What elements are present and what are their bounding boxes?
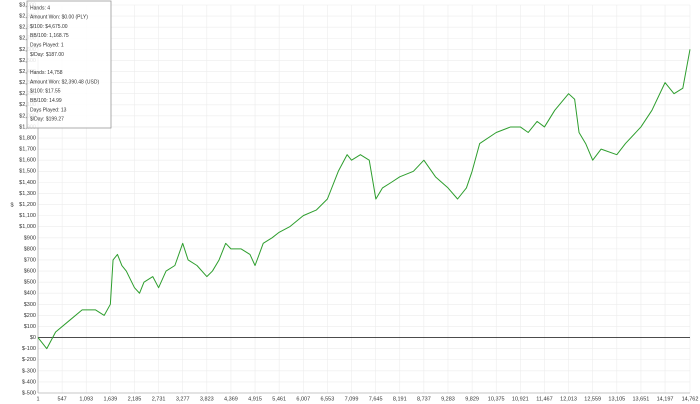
x-tick-label: 6,553: [321, 396, 335, 402]
y-tick-label: $1,000: [19, 224, 36, 230]
y-tick-label: $800: [24, 246, 36, 252]
x-tick-label: 7,645: [369, 396, 383, 402]
stats-line: $/Day: $199.27: [30, 117, 64, 123]
series-line: [37, 49, 691, 350]
y-tick-label: $-300: [22, 368, 36, 374]
y-tick-label: $700: [24, 257, 36, 263]
y-tick-label: $200: [24, 313, 36, 319]
x-tick-label: 2,731: [152, 396, 166, 402]
x-tick-label: 1,639: [103, 396, 117, 402]
stats-line: $/100: $17.55: [30, 89, 61, 95]
x-tick-label: 1,093: [79, 396, 93, 402]
x-tick-label: 10,921: [512, 396, 529, 402]
x-tick-label: 13,105: [608, 396, 625, 402]
x-tick-label: 4,915: [248, 396, 262, 402]
stats-line: $/100: $4,675.00: [30, 24, 68, 30]
y-tick-label: $1,800: [19, 135, 36, 141]
y-tick-label: $1,400: [19, 180, 36, 186]
x-tick-label: 4,369: [224, 396, 238, 402]
x-tick-label: 547: [58, 396, 67, 402]
y-tick-label: $1,100: [19, 213, 36, 219]
x-tick-label: 5,461: [272, 396, 286, 402]
stats-line: Amount Won: $0.00 (PLY): [30, 15, 88, 21]
plot: [37, 49, 691, 350]
x-tick-label: 13,651: [633, 396, 650, 402]
y-tick-label: $1,600: [19, 158, 36, 164]
stats-box: Hands: 4 Amount Won: $0.00 (PLY) $/100: $4…: [26, 0, 112, 129]
x-tick-label: 9,829: [465, 396, 479, 402]
x-tick-label: 10,375: [488, 396, 505, 402]
stats-line: Days Played: 13: [30, 107, 67, 113]
y-axis-label: $: [10, 202, 13, 208]
stats-line: BB/100: 14.99: [30, 98, 62, 104]
y-tick-label: $900: [24, 235, 36, 241]
x-tick-label: 6,007: [296, 396, 310, 402]
grid: $3,000$2,900$2,800$2,700$2,600$2,500$2,4…: [19, 2, 698, 402]
x-tick-label: 3,277: [176, 396, 190, 402]
x-tick-label: 7,099: [345, 396, 359, 402]
stats-panel: [26, 0, 112, 129]
stats-line: Days Played: 1: [30, 43, 64, 49]
y-tick-label: $300: [24, 302, 36, 308]
y-tick-label: $-500: [22, 390, 36, 396]
y-tick-label: $400: [24, 291, 36, 297]
x-tick-label: 14,197: [657, 396, 674, 402]
y-tick-label: $-400: [22, 379, 36, 385]
x-tick-label: 3,823: [200, 396, 214, 402]
y-tick-label: $1,200: [19, 202, 36, 208]
x-tick-label: 2,185: [128, 396, 142, 402]
x-tick-label: 8,737: [417, 396, 431, 402]
x-tick-label: 14,762: [682, 396, 699, 402]
y-tick-label: $-200: [22, 357, 36, 363]
x-tick-label: 1: [36, 396, 39, 402]
y-tick-label: $500: [24, 280, 36, 286]
stats-line: BB/100: 1,168.75: [30, 33, 69, 39]
y-tick-label: $-100: [22, 346, 36, 352]
y-tick-label: $1,300: [19, 191, 36, 197]
y-tick-label: $600: [24, 269, 36, 275]
y-tick-label: $1,500: [19, 169, 36, 175]
x-tick-label: 12,013: [560, 396, 577, 402]
x-tick-label: 11,467: [536, 396, 552, 402]
stats-line: $/Day: $187.00: [30, 52, 64, 58]
stats-line: Hands: 14,758: [30, 70, 63, 76]
x-tick-label: 12,559: [584, 396, 601, 402]
x-tick-label: 8,191: [393, 396, 407, 402]
y-tick-label: $1,700: [19, 147, 36, 153]
y-tick-label: $0: [30, 335, 36, 341]
x-tick-label: 9,283: [441, 396, 455, 402]
stats-line: Hands: 4: [30, 5, 50, 11]
y-tick-label: $100: [24, 324, 36, 330]
stats-line: Amount Won: $2,390.48 (USD): [30, 79, 99, 85]
